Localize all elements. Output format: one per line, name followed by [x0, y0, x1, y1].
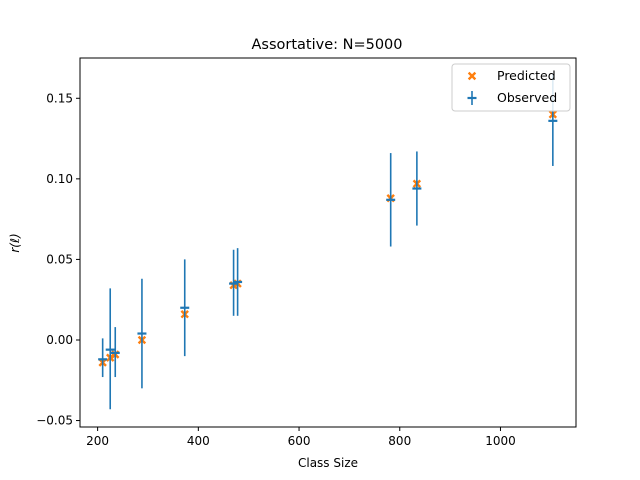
legend-marker-predicted	[467, 71, 477, 81]
observed-point	[412, 151, 422, 226]
x-tick-label: 1000	[485, 434, 516, 448]
x-tick-label: 600	[288, 434, 311, 448]
y-tick-label: 0.10	[46, 172, 73, 186]
plot-marks	[98, 74, 558, 410]
legend-frame	[451, 63, 571, 112]
observed-point	[98, 338, 108, 378]
y-tick-label: 0.15	[46, 91, 73, 105]
observed-point	[110, 327, 120, 378]
x-tick-label: 800	[388, 434, 411, 448]
legend-predicted-x-icon	[467, 71, 477, 81]
observed-point	[137, 278, 147, 389]
x-axis: 200 400 600 800 1000	[86, 427, 516, 448]
chart-title: Assortative: N=5000	[251, 37, 402, 53]
y-tick-label: −0.05	[36, 414, 73, 428]
y-axis-label: r(ℓ)	[8, 233, 22, 252]
observed-point	[105, 288, 115, 410]
y-tick-label: 0.00	[46, 333, 73, 347]
legend-label-observed: Observed	[497, 90, 557, 105]
plot-frame	[79, 57, 577, 428]
x-tick-label: 400	[187, 434, 210, 448]
x-axis-label: Class Size	[298, 456, 358, 470]
y-tick-label: 0.05	[46, 252, 73, 266]
x-tick-label: 200	[86, 434, 109, 448]
observed-point	[233, 248, 243, 316]
legend-label-predicted: Predicted	[497, 68, 556, 83]
observed-point	[180, 259, 190, 357]
legend-observed-icon	[467, 91, 477, 105]
legend-marker-observed	[467, 91, 477, 105]
observed-point	[386, 153, 396, 247]
legend: Predicted Observed	[451, 63, 571, 112]
y-axis: −0.05 0.00 0.05 0.10 0.15	[36, 91, 80, 428]
